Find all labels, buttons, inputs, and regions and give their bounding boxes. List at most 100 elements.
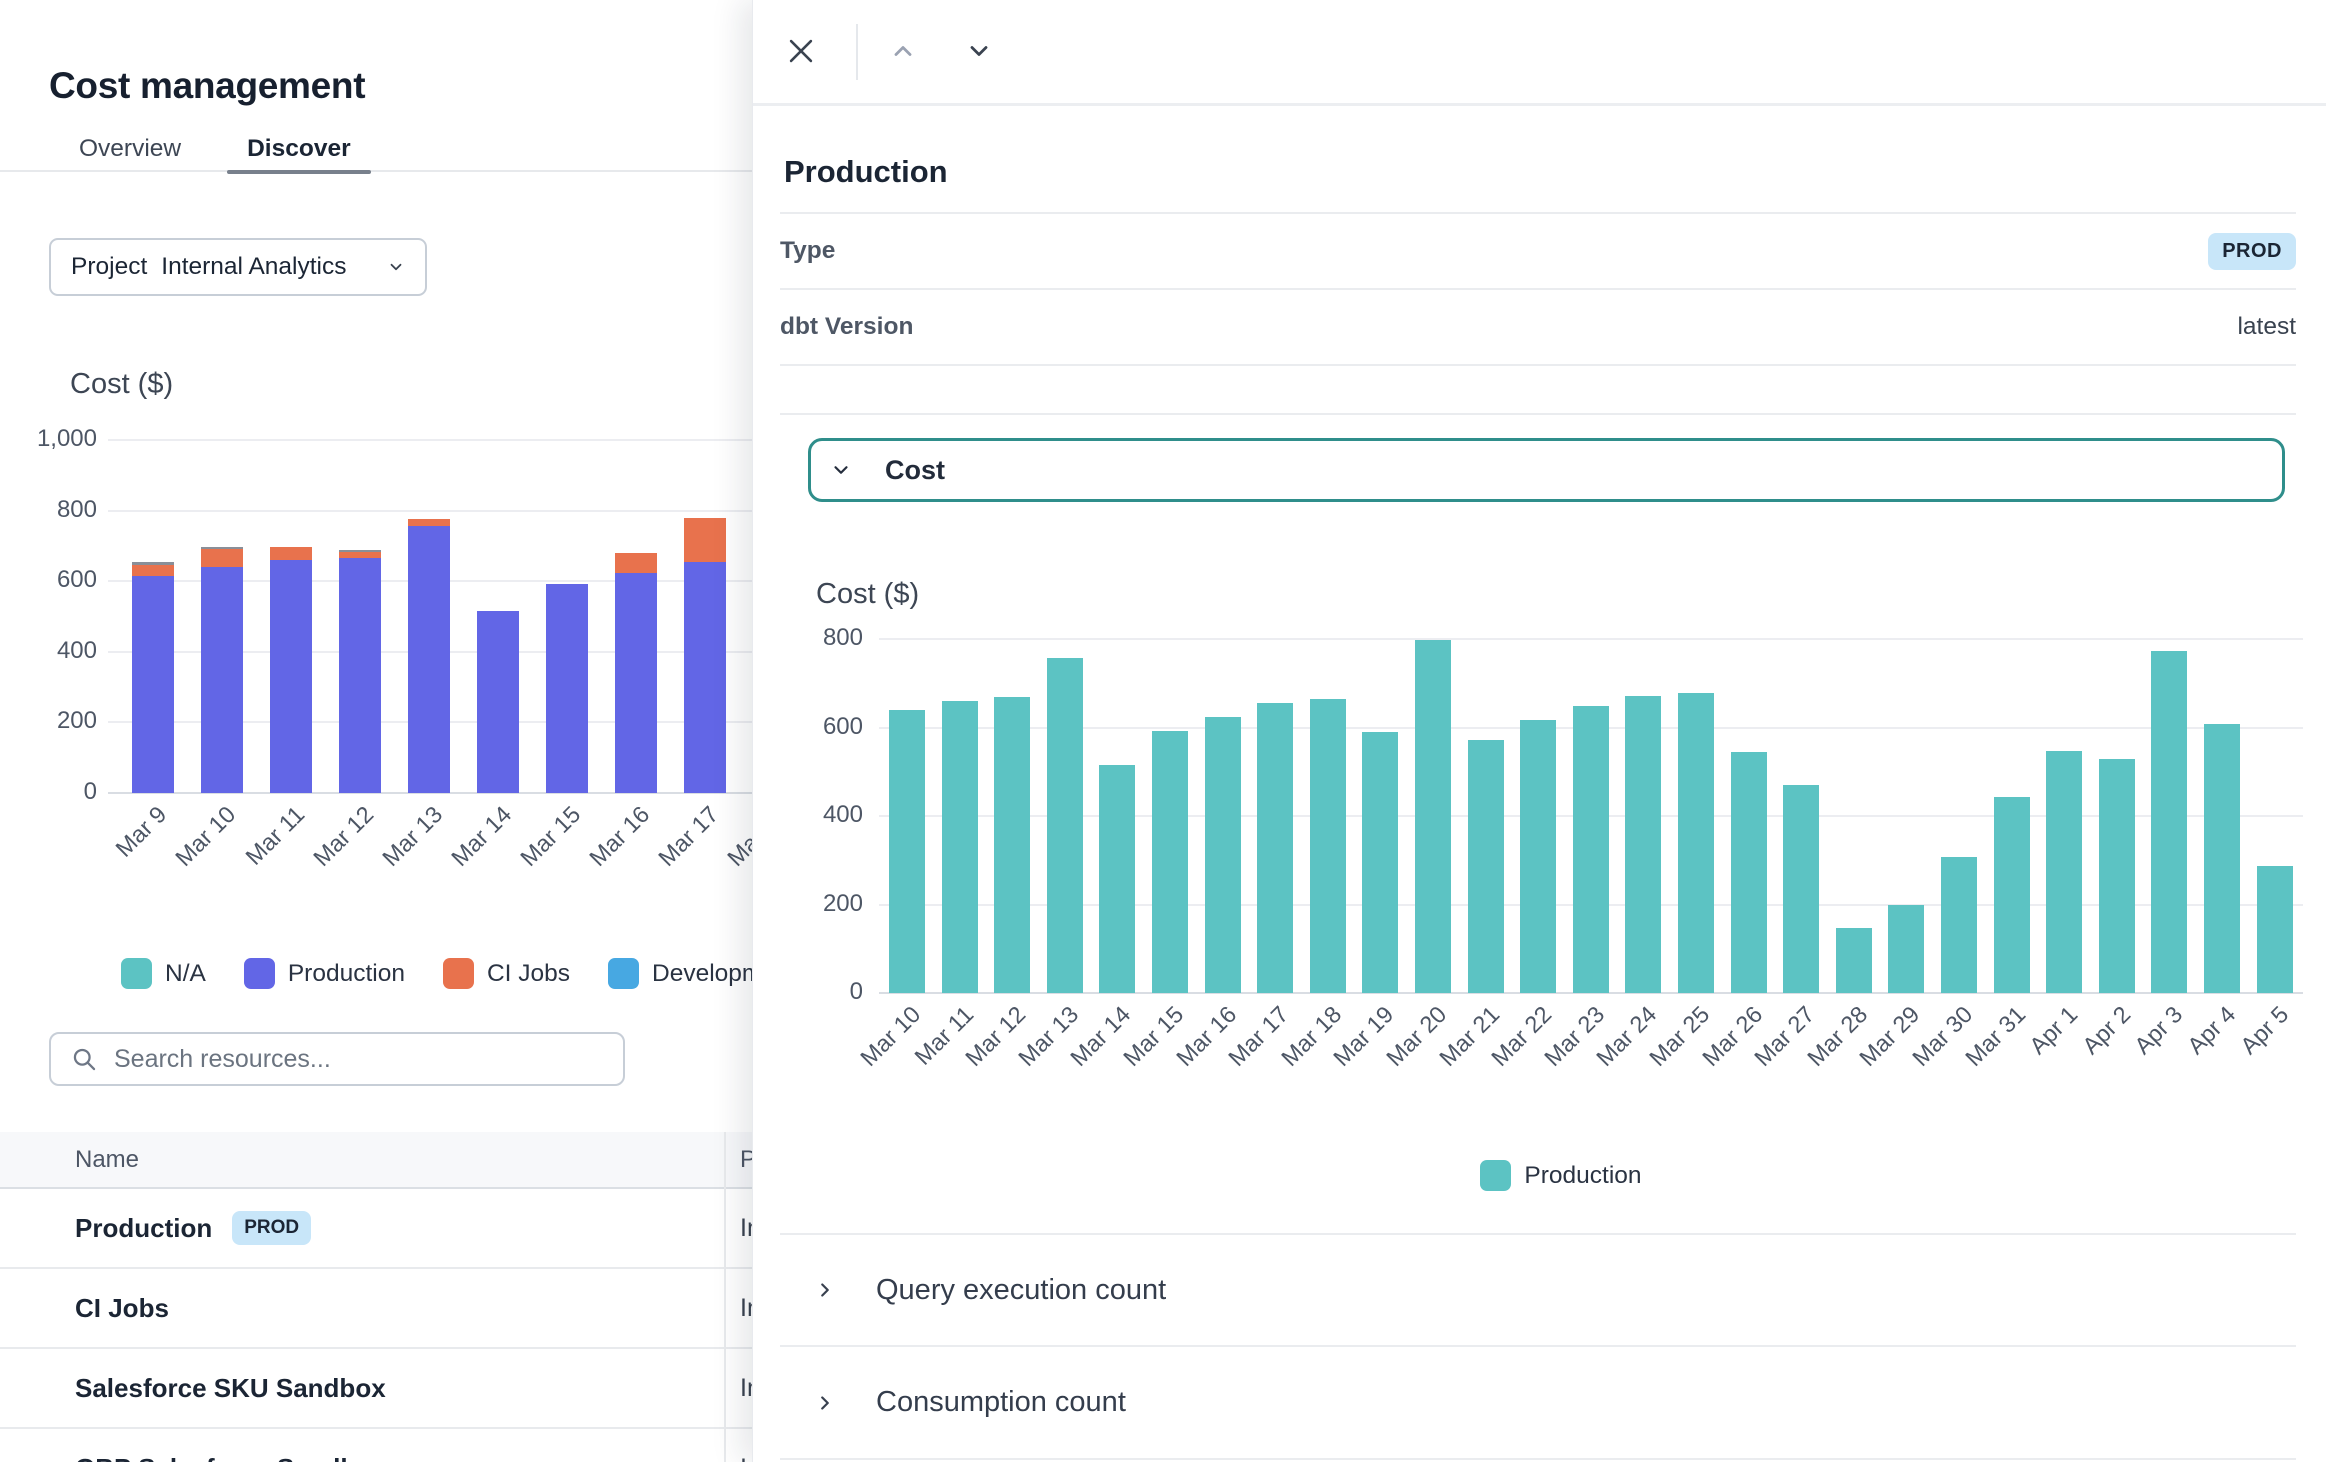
environment-detail-drawer: Production Type PROD dbt Version latest Cos… [752, 0, 2326, 1462]
project-filter-value: Internal Analytics [161, 253, 347, 280]
y-axis-tick-label: 600 [822, 712, 863, 740]
drawer-header [753, 0, 2326, 106]
bar-n-a-mar10 [201, 547, 243, 549]
y-axis-tick-label: 600 [56, 566, 97, 594]
gridline-0 [108, 792, 1170, 794]
bar-production-mar12 [994, 697, 1031, 993]
bar-ci-jobs-mar11 [270, 546, 312, 560]
section-consumption-count[interactable]: Consumption count [780, 1347, 2296, 1458]
legend-swatch [442, 958, 474, 989]
bar-production-mar23 [1572, 706, 1609, 993]
legend-swatch [121, 958, 152, 989]
prod-badge: PROD [232, 1211, 312, 1245]
divider [780, 364, 2296, 366]
divider [780, 413, 2296, 415]
column-header-name: Name [75, 1145, 140, 1173]
chevron-down-icon[interactable] [956, 28, 1002, 74]
y-axis-tick-label: 400 [822, 801, 863, 828]
search-icon [71, 1046, 98, 1073]
bar-production-apr2 [2098, 759, 2135, 993]
legend-swatch [243, 958, 275, 989]
header-divider [856, 24, 858, 80]
bar-production-mar13 [1046, 658, 1083, 993]
legend-item-n-a[interactable]: N/A [121, 958, 206, 989]
property-value: latest [2237, 313, 2296, 340]
bar-production-mar22 [1520, 719, 1557, 993]
y-axis-tick-label: 200 [56, 707, 97, 735]
section-label: Consumption count [876, 1386, 1126, 1418]
bar-ci-jobs-mar16 [615, 552, 657, 574]
tab-overview[interactable]: Overview [59, 126, 201, 172]
bar-n-a-mar12 [339, 550, 381, 553]
cost-chart-legend: N/A Production CI Jobs Development [121, 958, 796, 989]
legend-label: CI Jobs [486, 959, 571, 987]
legend-item-production[interactable]: Production [1480, 1160, 1642, 1191]
section-query-execution-count[interactable]: Query execution count [780, 1235, 2296, 1345]
bar-production-mar14 [477, 611, 519, 793]
page-title: Cost management [49, 64, 366, 106]
bar-production-mar12 [339, 558, 381, 793]
bar-n-a-mar9 [132, 561, 174, 566]
bar-production-apr5 [2256, 866, 2293, 993]
drawer-title: Production [784, 153, 948, 189]
tab-label: Discover [247, 135, 351, 162]
bar-production-mar28 [1835, 927, 1872, 993]
bar-production-mar20 [1415, 640, 1451, 993]
chart-title: Cost ($) [816, 578, 920, 610]
chevron-down-icon [830, 459, 852, 481]
bar-production-mar14 [1099, 765, 1136, 993]
environment-properties: Type PROD dbt Version latest [753, 212, 2326, 415]
search-input[interactable] [112, 1043, 611, 1075]
chart-title: Cost ($) [70, 368, 174, 400]
bar-production-mar29 [1888, 905, 1925, 993]
cost-bar-chart: Cost ($) 0 200 400 600 800 Mar 10 Mar 11 Mar 12 M… [801, 560, 2326, 1145]
bar-ci-jobs-mar17 [684, 518, 726, 562]
gridline-1000 [108, 439, 1170, 441]
bar-production-apr3 [2151, 651, 2188, 993]
y-axis-tick-label: 200 [822, 889, 863, 917]
legend-swatch [608, 958, 640, 989]
section-cost-expanded[interactable]: Cost [808, 438, 2285, 502]
divider [780, 1345, 2296, 1347]
collapsed-sections: Query execution count Consumption count [753, 1233, 2326, 1460]
bar-production-mar19 [1362, 731, 1399, 993]
legend-item-ci-jobs[interactable]: CI Jobs [442, 958, 571, 989]
spacer [780, 366, 2296, 413]
gridline-800 [879, 638, 2303, 640]
section-cost-label: Cost [885, 454, 945, 485]
tab-discover[interactable]: Discover [227, 126, 371, 174]
bar-production-mar10 [889, 709, 925, 993]
bar-production-mar13 [408, 526, 450, 793]
legend-label: Production [287, 959, 405, 987]
bar-production-mar26 [1730, 751, 1767, 993]
drawer-chart-legend: Production [801, 1160, 2321, 1191]
bar-production-apr4 [2204, 724, 2240, 993]
table-column-divider [724, 1132, 726, 1462]
chevron-right-icon [814, 1392, 836, 1414]
chevron-up-icon[interactable] [880, 28, 926, 74]
divider [780, 288, 2296, 290]
search-input-wrapper [49, 1032, 625, 1086]
chevron-down-icon [387, 258, 405, 276]
project-filter-dropdown[interactable]: Project Internal Analytics [49, 238, 427, 296]
chevron-right-icon [814, 1279, 836, 1301]
bar-production-mar10 [201, 567, 243, 793]
property-row-type: Type PROD [780, 214, 2296, 288]
bar-production-mar9 [132, 575, 174, 793]
active-tab-underline [227, 170, 371, 174]
bar-ci-jobs-mar9 [132, 565, 174, 576]
property-row-dbt-version: dbt Version latest [780, 290, 2296, 364]
divider [780, 1233, 2296, 1235]
section-label: Query execution count [876, 1273, 1167, 1306]
divider [780, 212, 2296, 214]
property-label: Type [780, 237, 836, 264]
legend-item-production[interactable]: Production [243, 958, 405, 989]
bar-production-mar15 [546, 584, 588, 793]
project-filter-label: Project [71, 253, 148, 280]
y-axis-tick-label: 0 [83, 778, 97, 805]
bar-production-mar17 [1257, 703, 1294, 993]
legend-label: N/A [165, 959, 206, 987]
gridline-800 [108, 509, 1170, 512]
close-icon[interactable] [778, 28, 824, 74]
